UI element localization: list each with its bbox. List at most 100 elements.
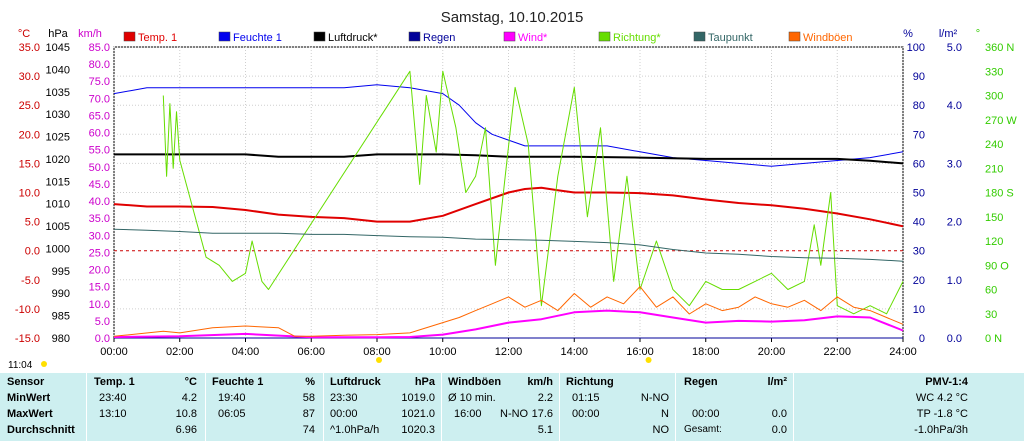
y-tick-label-dir: 270 W: [985, 115, 1017, 127]
regen-max-time: 00:00: [692, 408, 720, 420]
regen-unit: l/m²: [767, 376, 787, 388]
y-tick-label-temp: 15.0: [19, 158, 40, 170]
stats-col-temp: Temp. 1 °C 23:40 4.2 13:10 10.8 6.96: [87, 373, 206, 441]
y-tick-label-dir: 180 S: [985, 188, 1014, 200]
y-axis-unit-dir: °: [976, 28, 980, 40]
y-tick-label-kmh: 40.0: [89, 196, 110, 208]
regen-total-label: Gesamt:: [684, 424, 722, 435]
y-tick-label-pct: 90: [913, 71, 925, 83]
y-tick-label-dir: 60: [985, 285, 997, 297]
y-tick-label-hpa: 1015: [46, 176, 70, 188]
y-axis-unit-pct: %: [903, 28, 913, 40]
y-tick-label-kmh: 10.0: [89, 299, 110, 311]
legend-label: Feuchte 1: [233, 32, 282, 44]
y-axis-unit-temp: °C: [18, 28, 30, 40]
x-tick-label: 00:00: [100, 346, 128, 358]
legend-label: Temp. 1: [138, 32, 177, 44]
y-tick-label-dir: 330: [985, 66, 1003, 78]
y-tick-label-pct: 30: [913, 246, 925, 258]
luftdruck-min-value: 1019.0: [401, 392, 435, 404]
windboen-unit: km/h: [527, 376, 553, 388]
legend-swatch: [123, 31, 136, 42]
temp-max-time: 13:10: [99, 408, 127, 420]
legend-swatch: [408, 31, 421, 42]
y-tick-label-kmh: 85.0: [89, 42, 110, 54]
richtung-header: Richtung: [566, 376, 614, 388]
stats-col-pmv: PMV-1:4 WC 4.2 °C TP -1.8 °C -1.0hPa/3h: [794, 373, 1024, 441]
luftdruck-max-time: 00:00: [330, 408, 358, 420]
y-tick-label-kmh: 55.0: [89, 145, 110, 157]
y-tick-label-pct: 10: [913, 304, 925, 316]
y-tick-label-kmh: 75.0: [89, 76, 110, 88]
windboen-avg-value: 5.1: [537, 424, 553, 436]
windboen-avg10-value: 2.2: [537, 392, 553, 404]
y-tick-label-temp: 10.0: [19, 188, 40, 200]
y-tick-label-pct: 40: [913, 217, 925, 229]
series-line-1: [113, 84, 904, 167]
axes: 00:00 02:00 04:00 06:00 08:00 10:00 12:00 14:00…: [8, 28, 1017, 371]
legend-swatch: [693, 31, 706, 42]
sun-marker: [376, 357, 382, 363]
stats-col-feuchte: Feuchte 1 % 19:40 58 06:05 87 74: [206, 373, 324, 441]
series-line-6: [113, 228, 904, 262]
windboen-max-time: 16:00: [454, 408, 482, 420]
pmv-dewpoint: TP -1.8 °C: [916, 408, 968, 420]
richtung-max-time: 00:00: [572, 408, 600, 420]
legend-label: Taupunkt: [708, 32, 753, 44]
temp-max-value: 10.8: [175, 408, 197, 420]
stats-col-windboen: Windböen km/h Ø 10 min. 2.2 16:00 N-NO 1…: [442, 373, 560, 441]
y-tick-label-kmh: 0.0: [95, 333, 110, 345]
y-tick-label-dir: 360 N: [985, 42, 1014, 54]
regen-header: Regen: [684, 376, 718, 388]
feuchte-max-time: 06:05: [218, 408, 246, 420]
y-tick-label-pct: 20: [913, 275, 925, 287]
x-tick-label: 14:00: [560, 346, 588, 358]
y-tick-label-hpa: 1035: [46, 87, 70, 99]
y-tick-label-dir: 240: [985, 139, 1003, 151]
row-label-max: MaxWert: [7, 408, 53, 420]
y-tick-label-kmh: 20.0: [89, 265, 110, 277]
current-time-label: 11:04: [8, 360, 33, 371]
y-tick-label-temp: -15.0: [15, 333, 40, 345]
y-tick-label-kmh: 5.0: [95, 316, 110, 328]
y-tick-label-pct: 80: [913, 100, 925, 112]
sun-marker: [645, 357, 652, 363]
y-tick-label-hpa: 1040: [46, 64, 70, 76]
y-tick-label-kmh: 35.0: [89, 213, 110, 225]
legend-swatch: [218, 31, 231, 42]
row-label-min: MinWert: [7, 392, 51, 404]
windboen-max-value: 17.6: [531, 408, 553, 420]
x-tick-label: 24:00: [889, 346, 917, 358]
temp-min-value: 4.2: [181, 392, 197, 404]
y-tick-label-temp: 20.0: [19, 129, 40, 141]
y-tick-label-dir: 300: [985, 91, 1003, 103]
y-tick-label-hpa: 1045: [46, 42, 70, 54]
y-tick-label-rain: 4.0: [947, 100, 962, 112]
richtung-avg-value: NO: [652, 424, 670, 436]
luftdruck-max-value: 1021.0: [401, 408, 435, 420]
y-tick-label-dir: 90 O: [985, 260, 1009, 272]
stats-col-richtung: Richtung 01:15 N-NO 00:00 N NO: [560, 373, 676, 441]
y-tick-label-temp: 0.0: [25, 246, 40, 258]
sun-marker: [41, 361, 47, 367]
stats-col-sensor: Sensor MinWert MaxWert Durchschnitt: [0, 373, 87, 441]
pmv-windchill: WC 4.2 °C: [915, 392, 968, 404]
y-tick-label-rain: 0.0: [947, 333, 962, 345]
y-tick-label-dir: 210: [985, 163, 1003, 175]
y-tick-label-pct: 70: [913, 129, 925, 141]
legend-label: Regen: [423, 32, 455, 44]
feuchte-max-value: 87: [302, 408, 315, 420]
pmv-header: PMV-1:4: [925, 376, 968, 388]
y-tick-label-rain: 3.0: [947, 158, 962, 170]
richtung-max-value: N: [661, 408, 669, 420]
x-tick-label: 04:00: [232, 346, 260, 358]
temp-avg-value: 6.96: [175, 424, 197, 436]
temp-header: Temp. 1: [94, 376, 135, 388]
feuchte-min-time: 19:40: [218, 392, 246, 404]
x-tick-label: 10:00: [429, 346, 457, 358]
weather-chart: Samstag, 10.10.2015 00:00 02:00 04:00 06:00…: [8, 9, 1017, 371]
row-label-avg: Durchschnitt: [7, 424, 75, 436]
y-tick-label-rain: 2.0: [947, 217, 962, 229]
x-tick-label: 16:00: [626, 346, 654, 358]
y-tick-label-rain: 5.0: [947, 42, 962, 54]
